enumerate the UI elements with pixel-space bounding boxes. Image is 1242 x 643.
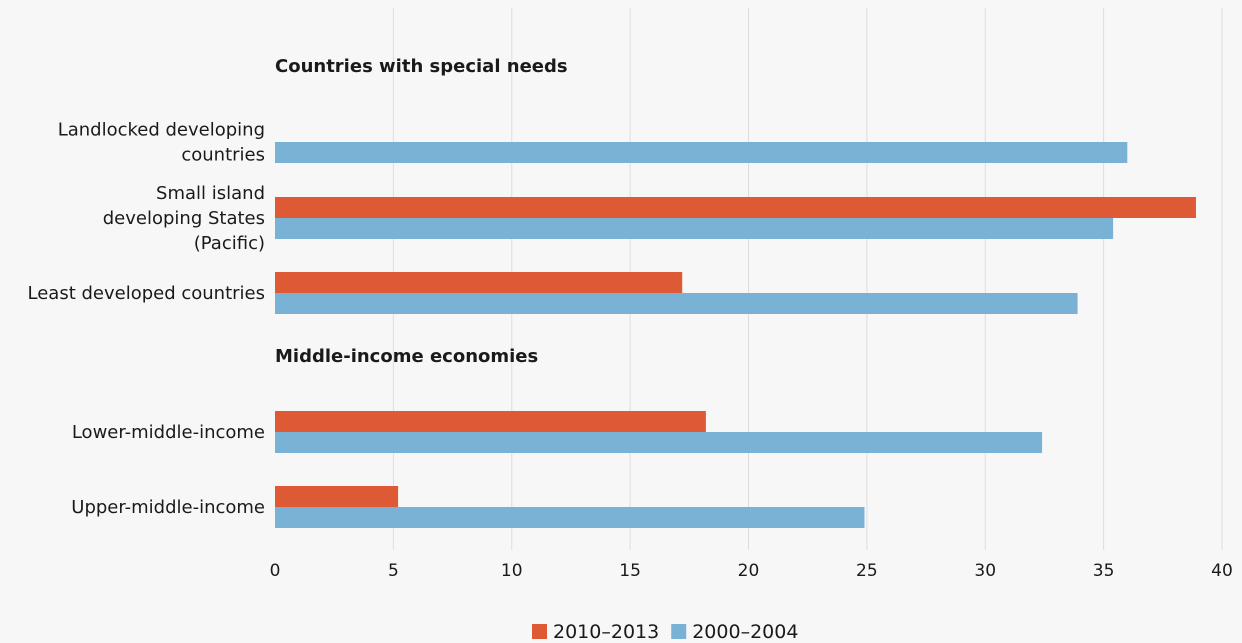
category-label: Landlocked developing bbox=[58, 120, 265, 141]
bar-series-1 bbox=[275, 197, 1196, 218]
group-label: Middle-income economies bbox=[275, 346, 538, 367]
bar-series-1 bbox=[275, 411, 706, 432]
bar-series-1 bbox=[275, 486, 399, 507]
category-label: Least developed countries bbox=[28, 283, 266, 304]
bar-series-2 bbox=[275, 293, 1078, 314]
x-tick-label: 20 bbox=[738, 561, 760, 581]
x-tick-label: 30 bbox=[974, 561, 996, 581]
category-label: (Pacific) bbox=[194, 233, 265, 254]
x-tick-label: 10 bbox=[501, 561, 523, 581]
category-label: developing States bbox=[103, 208, 265, 229]
group-label: Countries with special needs bbox=[275, 56, 568, 77]
category-label: Lower-middle-income bbox=[72, 422, 265, 443]
bar-series-2 bbox=[275, 218, 1114, 239]
bar-series-1 bbox=[275, 272, 683, 293]
x-tick-label: 0 bbox=[270, 561, 281, 581]
legend-swatch bbox=[671, 624, 687, 639]
category-label: countries bbox=[181, 145, 265, 166]
legend-label: 2010–2013 bbox=[553, 621, 659, 643]
x-tick-label: 40 bbox=[1211, 561, 1233, 581]
legend-label: 2000–2004 bbox=[692, 621, 798, 643]
bar-series-2 bbox=[275, 507, 865, 528]
bar-series-2 bbox=[275, 432, 1043, 453]
category-label: Small island bbox=[156, 183, 265, 204]
x-tick-label: 25 bbox=[856, 561, 878, 581]
x-tick-label: 5 bbox=[388, 561, 399, 581]
bar-series-2 bbox=[275, 142, 1128, 163]
x-tick-label: 35 bbox=[1093, 561, 1115, 581]
legend-swatch bbox=[532, 624, 547, 639]
category-label: Upper-middle-income bbox=[71, 497, 265, 518]
x-tick-label: 15 bbox=[619, 561, 641, 581]
